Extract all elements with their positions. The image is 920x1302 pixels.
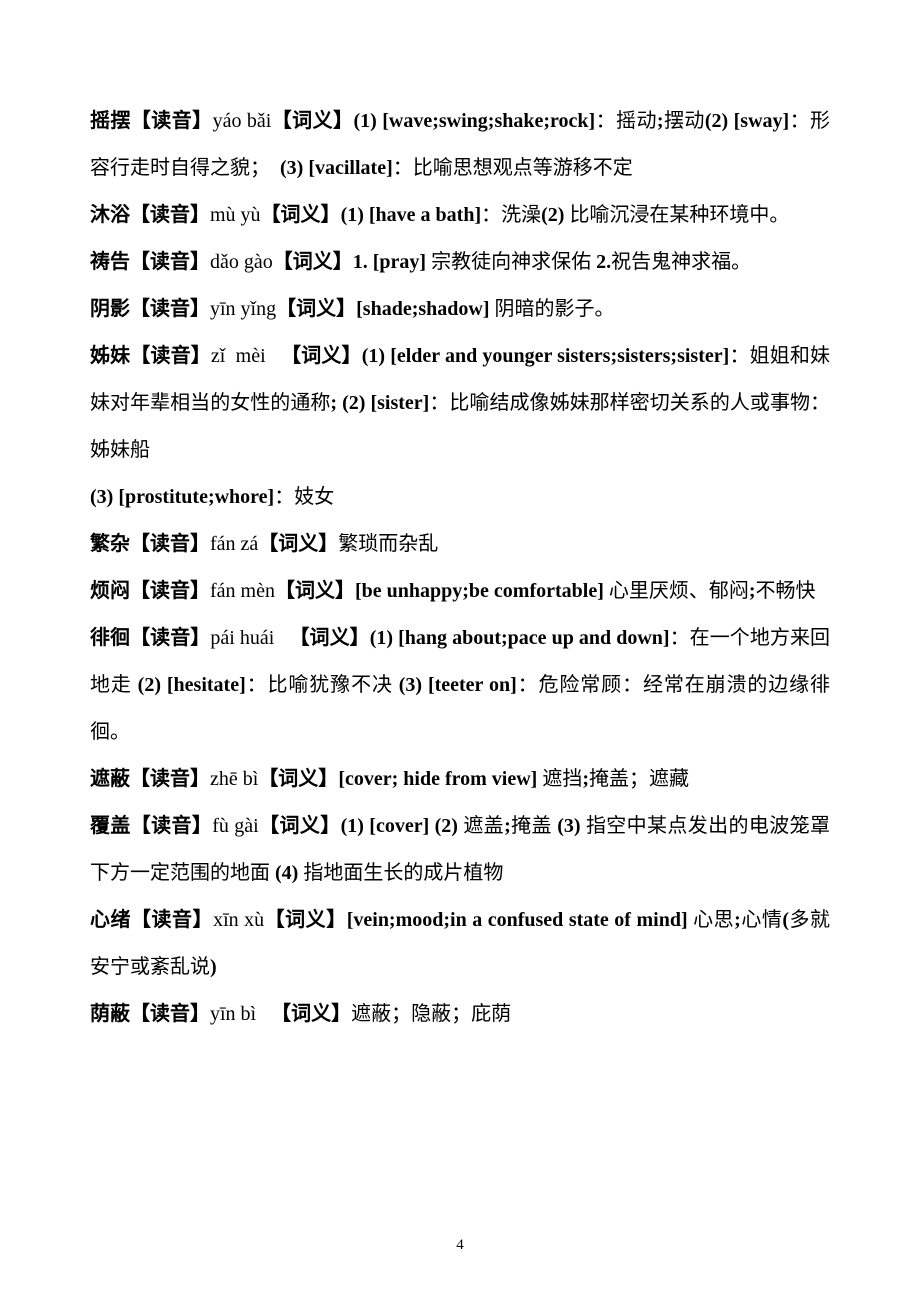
dictionary-entry: 祷告【读音】dǎo gào【词义】1. [pray] 宗教徒向神求保佑 2.祝告…: [90, 239, 830, 286]
document-page: 摇摆【读音】yáo bǎi【词义】(1) [wave;swing;shake;r…: [0, 0, 920, 1038]
reading-label: 【读音】: [130, 580, 210, 602]
entry-pinyin: yīn bì: [210, 1003, 256, 1025]
dictionary-entry: 烦闷【读音】fán mèn【词义】[be unhappy;be comforta…: [90, 568, 830, 615]
entry-word: 姊妹: [90, 345, 130, 367]
entry-definition: [cover; hide from view] 遮挡;掩盖；遮藏: [338, 768, 689, 790]
entry-word: 繁杂: [90, 533, 130, 555]
entry-pinyin: zhē bì: [210, 768, 258, 790]
entry-pinyin: yáo bǎi: [213, 110, 272, 132]
reading-label: 【读音】: [130, 298, 210, 320]
reading-label: 【读音】: [130, 627, 210, 649]
entry-definition: 1. [pray] 宗教徒向神求保佑 2.祝告鬼神求福。: [353, 251, 751, 273]
dictionary-entry: 徘徊【读音】pái huái 【词义】(1) [hang about;pace …: [90, 615, 830, 756]
dictionary-entry: 心绪【读音】xīn xù【词义】[vein;mood;in a confused…: [90, 897, 830, 991]
entry-pinyin: zǐ mèi: [211, 345, 266, 367]
entry-pinyin: mù yù: [210, 204, 261, 226]
document-content: 摇摆【读音】yáo bǎi【词义】(1) [wave;swing;shake;r…: [90, 98, 830, 1038]
meaning-label: 【词义】: [264, 909, 347, 931]
dictionary-entry: 阴影【读音】yīn yǐng【词义】[shade;shadow] 阴暗的影子。: [90, 286, 830, 333]
entry-pinyin: fù gài: [212, 815, 258, 837]
entry-word: 心绪: [90, 909, 131, 931]
entry-word: 摇摆: [90, 110, 131, 132]
entry-word: 徘徊: [90, 627, 130, 649]
entry-pinyin: dǎo gào: [210, 251, 273, 273]
meaning-label: 【词义】: [259, 815, 341, 837]
entry-definition: (1) [have a bath]：洗澡(2) 比喻沉浸在某种环境中。: [341, 204, 790, 226]
entry-pinyin: yīn yǐng: [210, 298, 276, 320]
entry-pinyin: pái huái: [210, 627, 274, 649]
page-number: 4: [0, 1237, 920, 1254]
entry-word: 烦闷: [90, 580, 130, 602]
dictionary-entry: 摇摆【读音】yáo bǎi【词义】(1) [wave;swing;shake;r…: [90, 98, 830, 192]
meaning-label: 【词义】: [275, 580, 355, 602]
reading-label: 【读音】: [130, 345, 211, 367]
meaning-label: 【词义】: [276, 298, 356, 320]
dictionary-entry: 繁杂【读音】fán zá【词义】繁琐而杂乱: [90, 521, 830, 568]
reading-label: 【读音】: [130, 533, 210, 555]
dictionary-entry: (3) [prostitute;whore]：妓女: [90, 474, 830, 521]
reading-label: 【读音】: [130, 768, 210, 790]
entry-definition: [be unhappy;be comfortable] 心里厌烦、郁闷;不畅快: [355, 580, 816, 602]
entry-word: 荫蔽: [90, 1003, 130, 1025]
reading-label: 【读音】: [131, 909, 213, 931]
entry-definition: [shade;shadow] 阴暗的影子。: [356, 298, 614, 320]
meaning-label: 【词义】: [271, 1003, 351, 1025]
reading-label: 【读音】: [131, 110, 213, 132]
reading-label: 【读音】: [130, 251, 210, 273]
meaning-label: 【词义】: [261, 204, 341, 226]
dictionary-entry: 荫蔽【读音】yīn bì 【词义】遮蔽；隐蔽；庇荫: [90, 991, 830, 1038]
meaning-label: 【词义】: [281, 345, 362, 367]
meaning-label: 【词义】: [273, 251, 353, 273]
dictionary-entry: 覆盖【读音】fù gài【词义】(1) [cover] (2) 遮盖;掩盖 (3…: [90, 803, 830, 897]
reading-label: 【读音】: [130, 1003, 210, 1025]
meaning-label: 【词义】: [271, 110, 353, 132]
entry-word: 祷告: [90, 251, 130, 273]
entry-pinyin: fán zá: [210, 533, 258, 555]
entry-word: 遮蔽: [90, 768, 130, 790]
dictionary-entry: 姊妹【读音】zǐ mèi 【词义】(1) [elder and younger …: [90, 333, 830, 474]
entry-definition: 繁琐而杂乱: [338, 533, 438, 555]
entry-pinyin: xīn xù: [213, 909, 264, 931]
entry-definition: 遮蔽；隐蔽；庇荫: [351, 1003, 511, 1025]
dictionary-entry: 沐浴【读音】mù yù【词义】(1) [have a bath]：洗澡(2) 比…: [90, 192, 830, 239]
entry-word: 覆盖: [90, 815, 131, 837]
dictionary-entry: 遮蔽【读音】zhē bì【词义】[cover; hide from view] …: [90, 756, 830, 803]
reading-label: 【读音】: [130, 204, 210, 226]
reading-label: 【读音】: [131, 815, 213, 837]
meaning-label: 【词义】: [258, 768, 338, 790]
meaning-label: 【词义】: [258, 533, 338, 555]
entry-word: 阴影: [90, 298, 130, 320]
entry-pinyin: fán mèn: [210, 580, 275, 602]
meaning-label: 【词义】: [290, 627, 370, 649]
entry-word: 沐浴: [90, 204, 130, 226]
